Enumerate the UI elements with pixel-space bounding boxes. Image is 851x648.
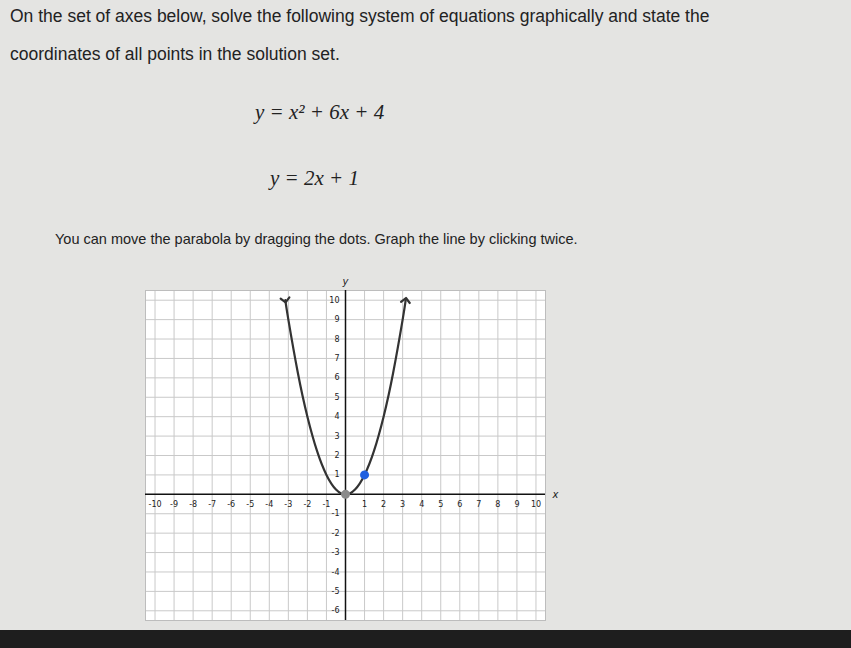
html-text:On the set of axes below, solv: On the set of axes below, solve the foll… — [10, 6, 710, 26]
svg-text:2: 2 — [381, 500, 386, 509]
svg-text:-10: -10 — [148, 500, 161, 509]
svg-text:2: 2 — [334, 451, 339, 460]
svg-text:3: 3 — [334, 432, 339, 441]
svg-text:4: 4 — [334, 412, 339, 421]
svg-text:1: 1 — [362, 500, 367, 509]
svg-text:-8: -8 — [189, 500, 197, 509]
svg-text:8: 8 — [334, 335, 339, 344]
svg-text:8: 8 — [495, 500, 500, 509]
svg-text:-4: -4 — [265, 500, 273, 509]
svg-text:-2: -2 — [332, 529, 340, 538]
svg-text:-6: -6 — [227, 500, 235, 509]
html-text:You can move the parabola by d: You can move the parabola by dragging th… — [55, 231, 578, 247]
html-text:y = x² + 6x + 4: y = x² + 6x + 4 — [255, 100, 385, 124]
svg-text:-3: -3 — [332, 548, 340, 557]
html-text:y = 2x + 1: y = 2x + 1 — [270, 166, 359, 190]
svg-text:y: y — [342, 276, 350, 287]
svg-text:-7: -7 — [208, 500, 216, 509]
svg-text:-5: -5 — [332, 587, 340, 596]
svg-text:-4: -4 — [332, 568, 340, 577]
svg-text:6: 6 — [334, 373, 339, 382]
svg-text:x: x — [552, 489, 559, 500]
svg-text:1: 1 — [334, 470, 339, 479]
svg-text:-1: -1 — [322, 500, 330, 509]
svg-text:5: 5 — [334, 393, 339, 402]
svg-text:10: 10 — [531, 500, 541, 509]
svg-text:6: 6 — [457, 500, 462, 509]
svg-text:9: 9 — [334, 315, 339, 324]
svg-text:-6: -6 — [332, 606, 340, 615]
svg-text:7: 7 — [476, 500, 481, 509]
svg-text:-2: -2 — [303, 500, 311, 509]
svg-text:4: 4 — [419, 500, 424, 509]
html-text:coordinates of all points in t: coordinates of all points in the solutio… — [10, 44, 340, 64]
svg-text:-1: -1 — [332, 509, 340, 518]
svg-text:10: 10 — [329, 296, 339, 305]
svg-text:5: 5 — [438, 500, 443, 509]
svg-text:7: 7 — [334, 354, 339, 363]
svg-text:-3: -3 — [284, 500, 292, 509]
svg-text:9: 9 — [514, 500, 519, 509]
svg-text:3: 3 — [400, 500, 405, 509]
svg-text:-9: -9 — [170, 500, 178, 509]
svg-text:-5: -5 — [246, 500, 254, 509]
